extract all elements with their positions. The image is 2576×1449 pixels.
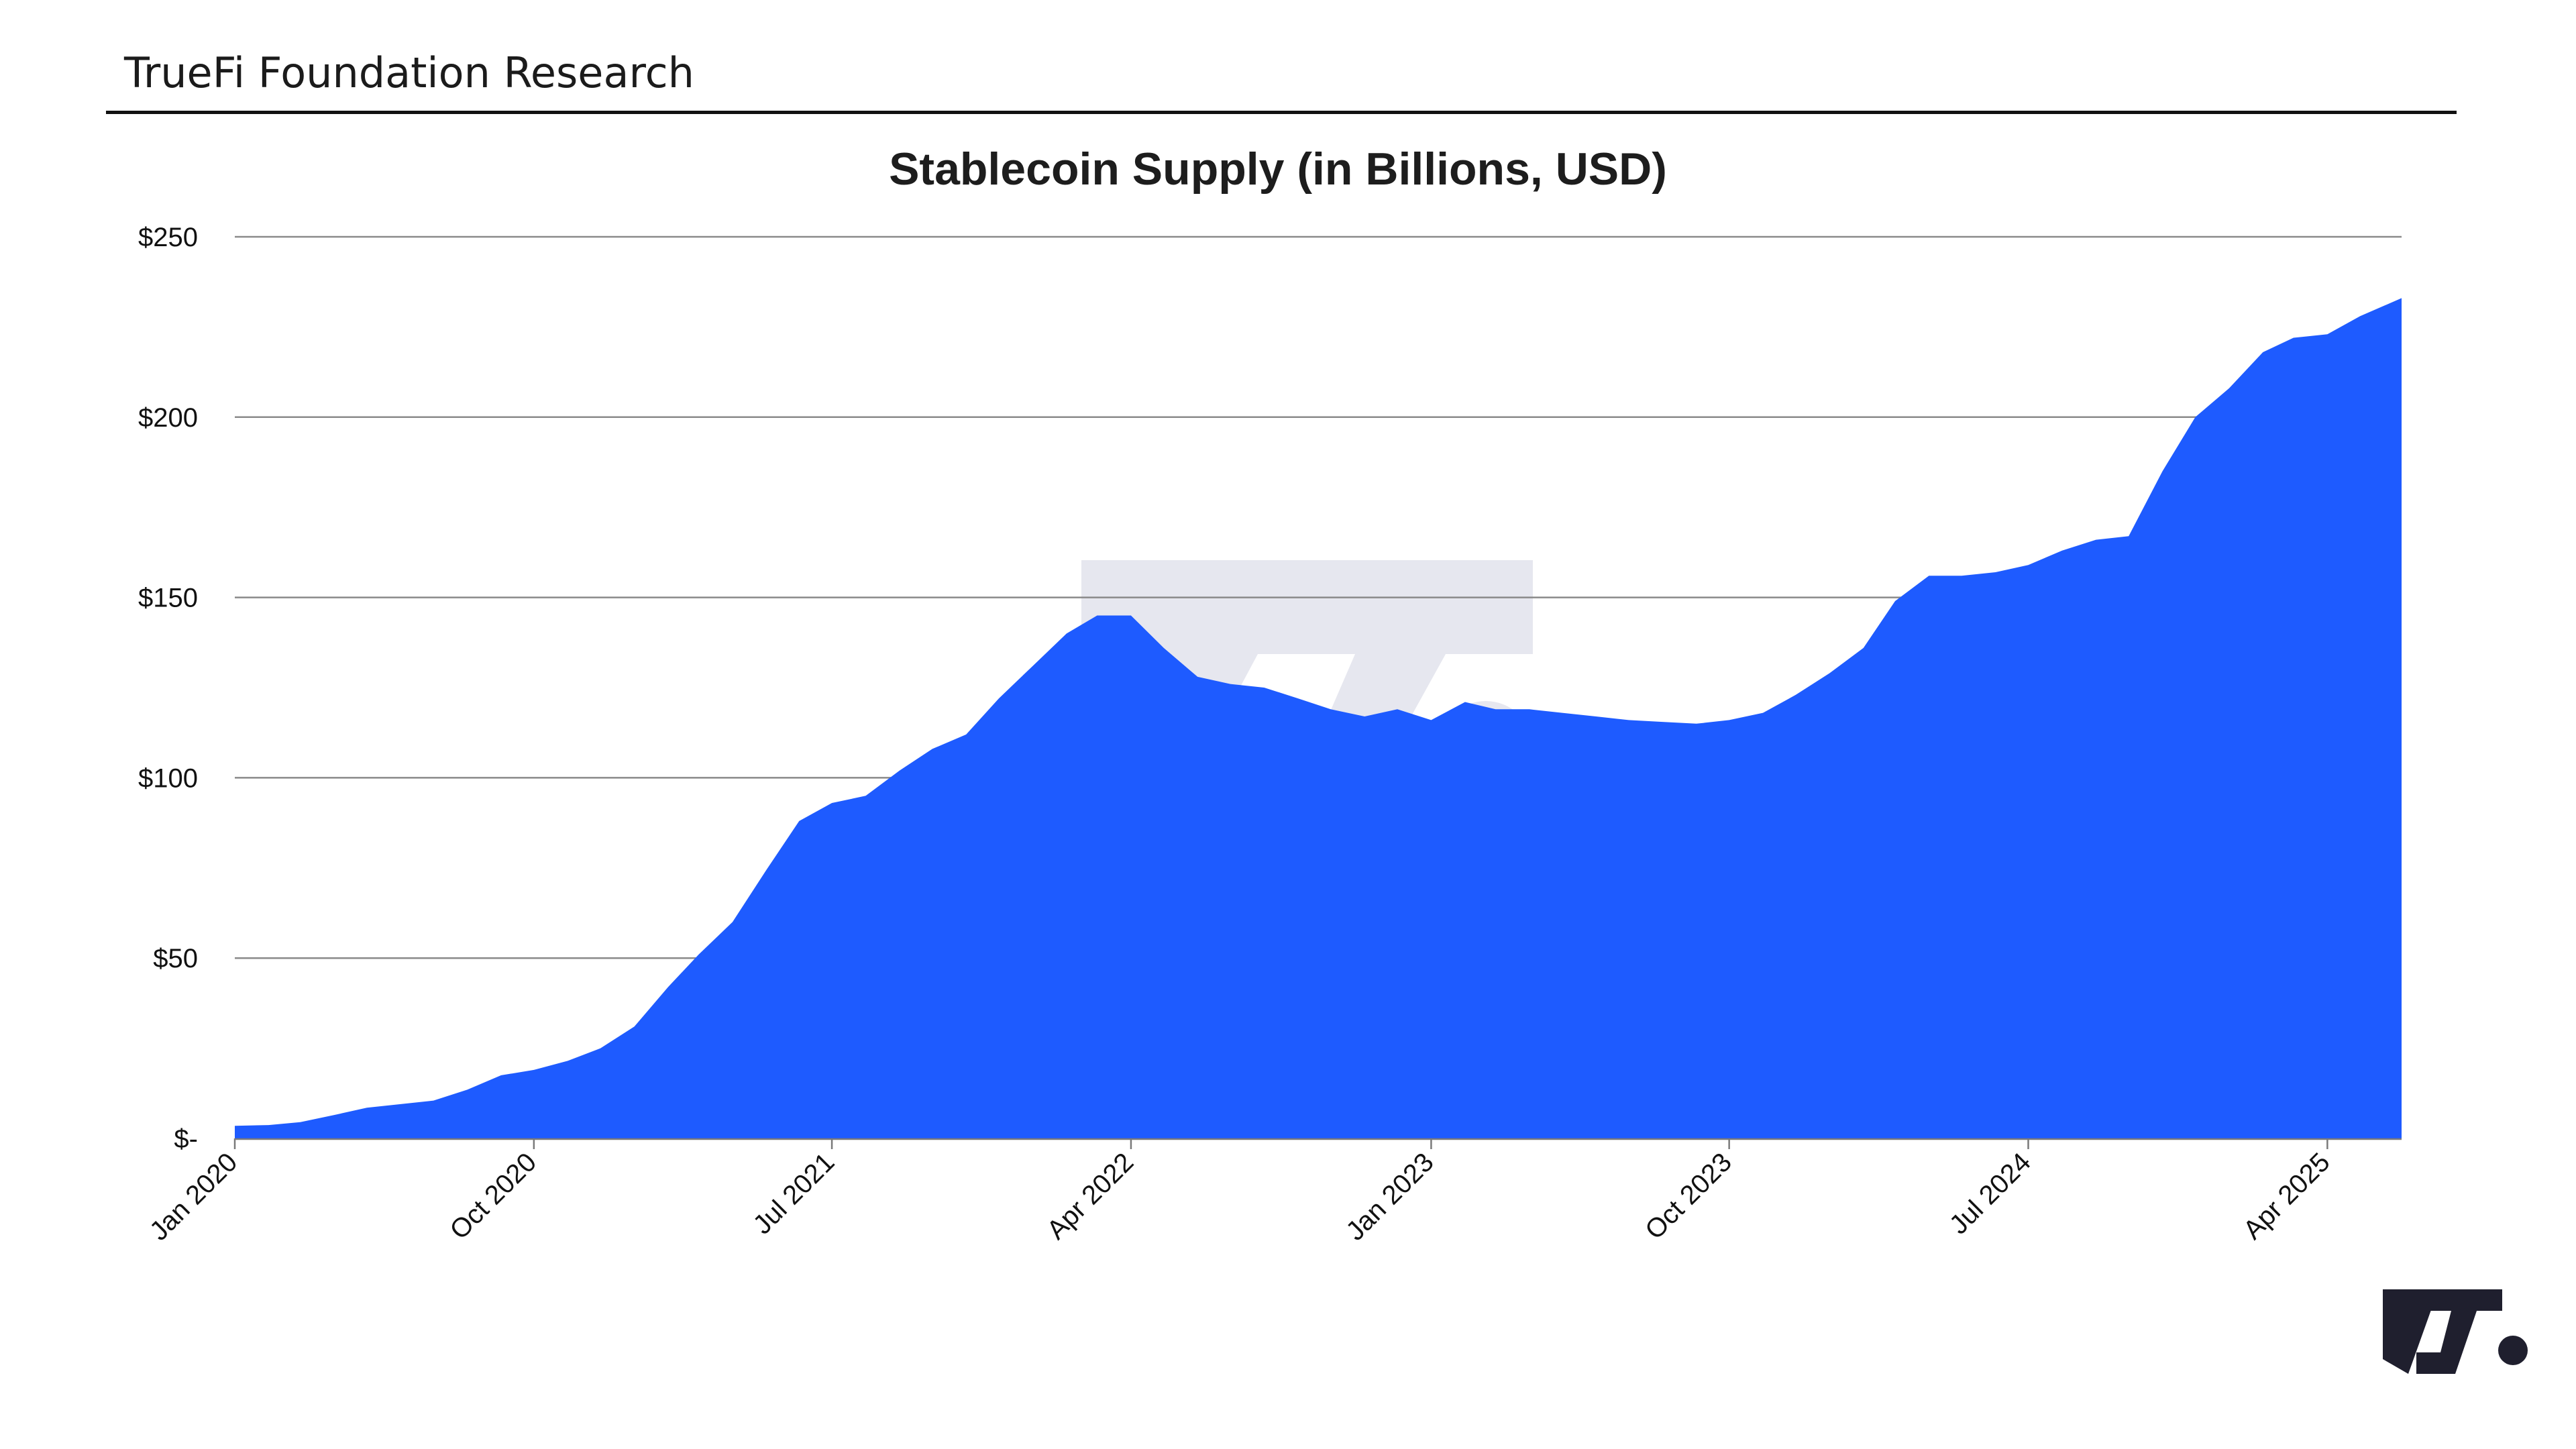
header-rule <box>106 111 2457 114</box>
x-tick-label: Oct 2023 <box>1640 1147 1737 1245</box>
x-tick-label: Oct 2020 <box>444 1147 542 1245</box>
y-tick-label: $50 <box>153 944 198 973</box>
x-tick-label: Apr 2025 <box>2238 1147 2336 1245</box>
truefi-logo-icon <box>2383 1289 2528 1374</box>
y-tick-label: $250 <box>138 223 198 252</box>
logo-right-stroke <box>2416 1289 2502 1374</box>
y-tick-label: $- <box>174 1124 198 1154</box>
header: TrueFi Foundation Research <box>0 0 2576 117</box>
y-tick-label: $150 <box>138 584 198 613</box>
y-axis-ticks: $- $50 $100 $150 $200 $250 <box>138 223 198 1154</box>
x-tick-label: Jul 2024 <box>1944 1147 2037 1240</box>
y-tick-label: $100 <box>138 763 198 793</box>
x-tick-label: Jan 2020 <box>144 1147 243 1246</box>
x-tick-label: Apr 2022 <box>1041 1147 1139 1245</box>
brand-title: TrueFi Foundation Research <box>124 48 694 97</box>
x-tick-label: Jan 2023 <box>1340 1147 1439 1246</box>
chart-title: Stablecoin Supply (in Billions, USD) <box>889 144 1667 195</box>
x-axis-ticks: Jan 2020 Oct 2020 Jul 2021 Apr 2022 Jan 2023… <box>144 1138 2336 1246</box>
x-tick-label: Jul 2021 <box>747 1147 840 1240</box>
logo-dot <box>2498 1336 2528 1365</box>
series-area <box>235 298 2402 1138</box>
y-tick-label: $200 <box>138 403 198 433</box>
